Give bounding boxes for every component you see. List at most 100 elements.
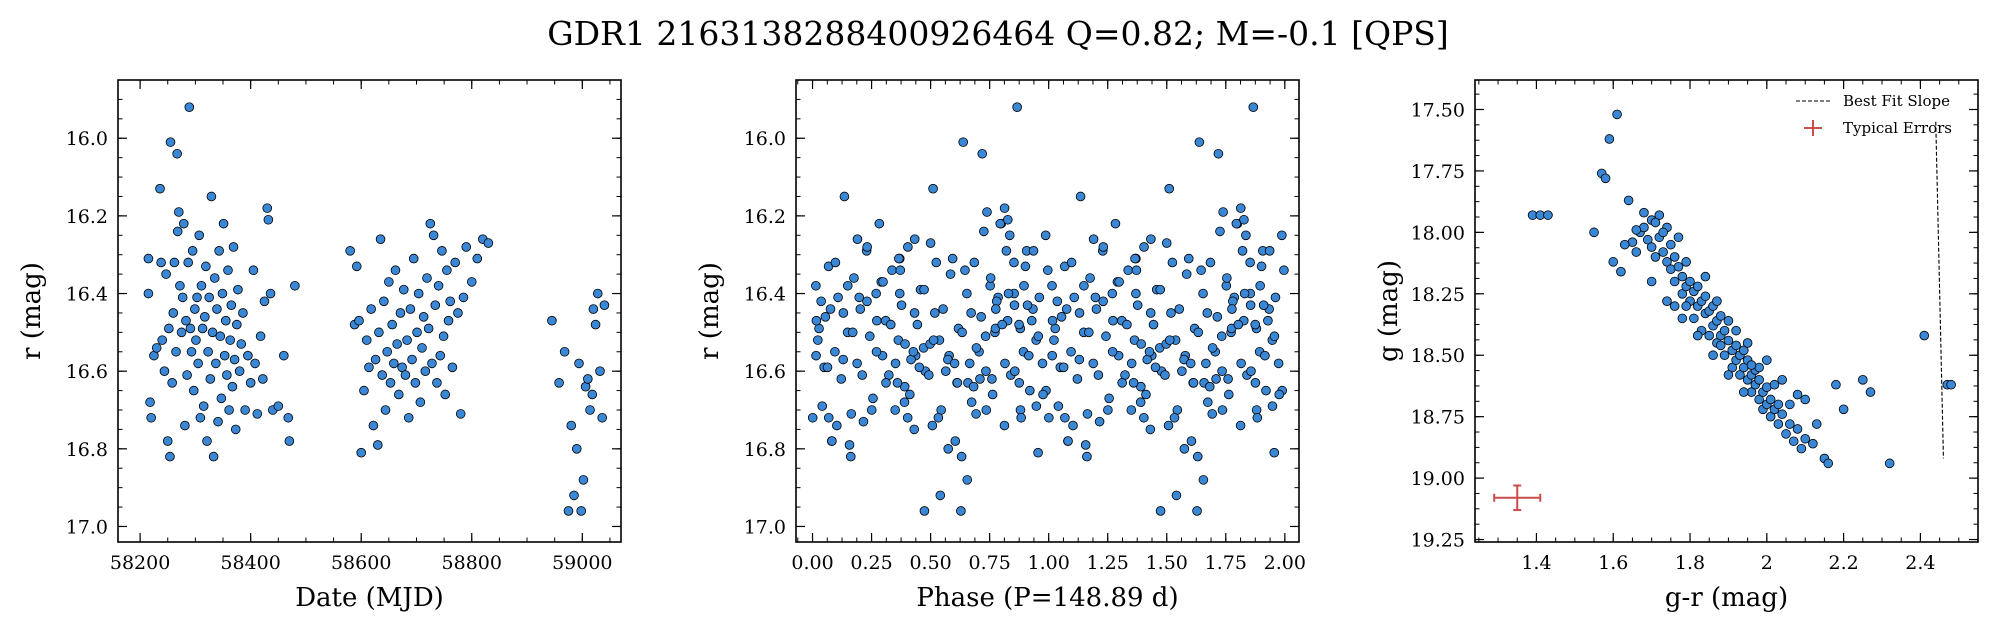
data-point (909, 424, 920, 435)
data-point (1831, 379, 1841, 390)
data-point (402, 335, 412, 345)
x-tick-label: 1.25 (1087, 552, 1129, 574)
data-point (1800, 394, 1811, 405)
data-point (979, 226, 989, 237)
data-point (183, 257, 193, 268)
data-point (995, 218, 1006, 229)
data-point (1269, 447, 1280, 458)
data-point (862, 242, 872, 252)
data-point (1792, 424, 1803, 434)
data-point (554, 378, 564, 388)
data-point (820, 312, 831, 322)
data-point (1160, 370, 1170, 380)
best-fit-slope-line (1935, 121, 1944, 459)
data-point (377, 370, 388, 380)
data-point (1646, 276, 1657, 287)
data-point (597, 412, 608, 423)
data-point (874, 218, 885, 229)
data-point (887, 265, 897, 276)
data-point (966, 397, 977, 408)
data-point (1256, 261, 1267, 272)
data-point (971, 409, 981, 419)
data-point (199, 312, 210, 322)
data-point (223, 265, 233, 276)
data-point (167, 378, 177, 388)
data-point (899, 381, 910, 392)
data-point (1260, 350, 1270, 361)
data-point (438, 331, 449, 342)
data-point (981, 366, 991, 376)
data-point (908, 346, 919, 357)
data-point (1735, 370, 1745, 380)
data-point (1231, 218, 1242, 229)
data-point (1616, 266, 1626, 277)
data-point (1090, 292, 1101, 303)
data-point (1053, 401, 1064, 411)
data-point (1781, 429, 1791, 439)
data-point (1155, 506, 1166, 516)
data-point (194, 230, 205, 241)
data-point (1201, 358, 1211, 369)
data-point (265, 288, 276, 299)
data-point (813, 335, 823, 345)
data-point (143, 288, 154, 299)
x-tick-label: 58400 (220, 552, 280, 574)
data-point (1258, 300, 1269, 310)
data-point (1631, 225, 1642, 235)
data-point (1049, 335, 1059, 345)
data-point (928, 335, 939, 345)
data-point (895, 265, 906, 276)
data-point (1689, 313, 1699, 324)
data-point (935, 490, 946, 501)
y-tick-label: 16.0 (66, 128, 108, 150)
data-point (816, 296, 826, 307)
data-point (165, 137, 176, 147)
data-point (1150, 362, 1161, 373)
y-tick-label: 16.4 (744, 284, 786, 306)
data-point (1009, 300, 1020, 310)
data-point (168, 308, 179, 318)
data-point (422, 273, 432, 283)
data-point (159, 366, 170, 376)
data-point (1025, 385, 1035, 396)
data-point (172, 226, 183, 237)
data-point (1098, 242, 1109, 252)
data-point (165, 451, 175, 462)
data-point (847, 327, 858, 338)
data-point (885, 319, 896, 330)
data-point (956, 451, 967, 462)
data-point (977, 148, 988, 159)
data-point (255, 331, 266, 342)
data-point (987, 374, 997, 384)
data-point (987, 389, 998, 400)
data-point (230, 424, 241, 435)
data-point (1708, 350, 1718, 361)
data-point (1074, 308, 1085, 318)
data-point (418, 312, 429, 322)
data-point (1255, 280, 1265, 291)
data-point (204, 292, 215, 303)
data-point (1132, 300, 1143, 310)
y-tick-label: 16.2 (66, 206, 108, 228)
data-point (1136, 339, 1146, 349)
data-point (1215, 226, 1225, 237)
data-point (197, 323, 208, 334)
data-point (1838, 404, 1849, 415)
data-point (169, 257, 180, 268)
data-point (1600, 173, 1611, 184)
data-point (547, 315, 557, 326)
data-point (1139, 412, 1149, 423)
data-point (1033, 331, 1044, 342)
data-point (1205, 257, 1216, 268)
data-point (1042, 265, 1053, 276)
data-point (190, 304, 200, 314)
data-point (1108, 315, 1118, 326)
data-point (217, 288, 228, 299)
x-tick-label: 2.00 (1264, 552, 1306, 574)
data-point (1263, 315, 1273, 326)
data-point (161, 269, 171, 279)
data-point (957, 327, 967, 338)
data-point (1773, 419, 1784, 429)
data-point (958, 137, 969, 147)
